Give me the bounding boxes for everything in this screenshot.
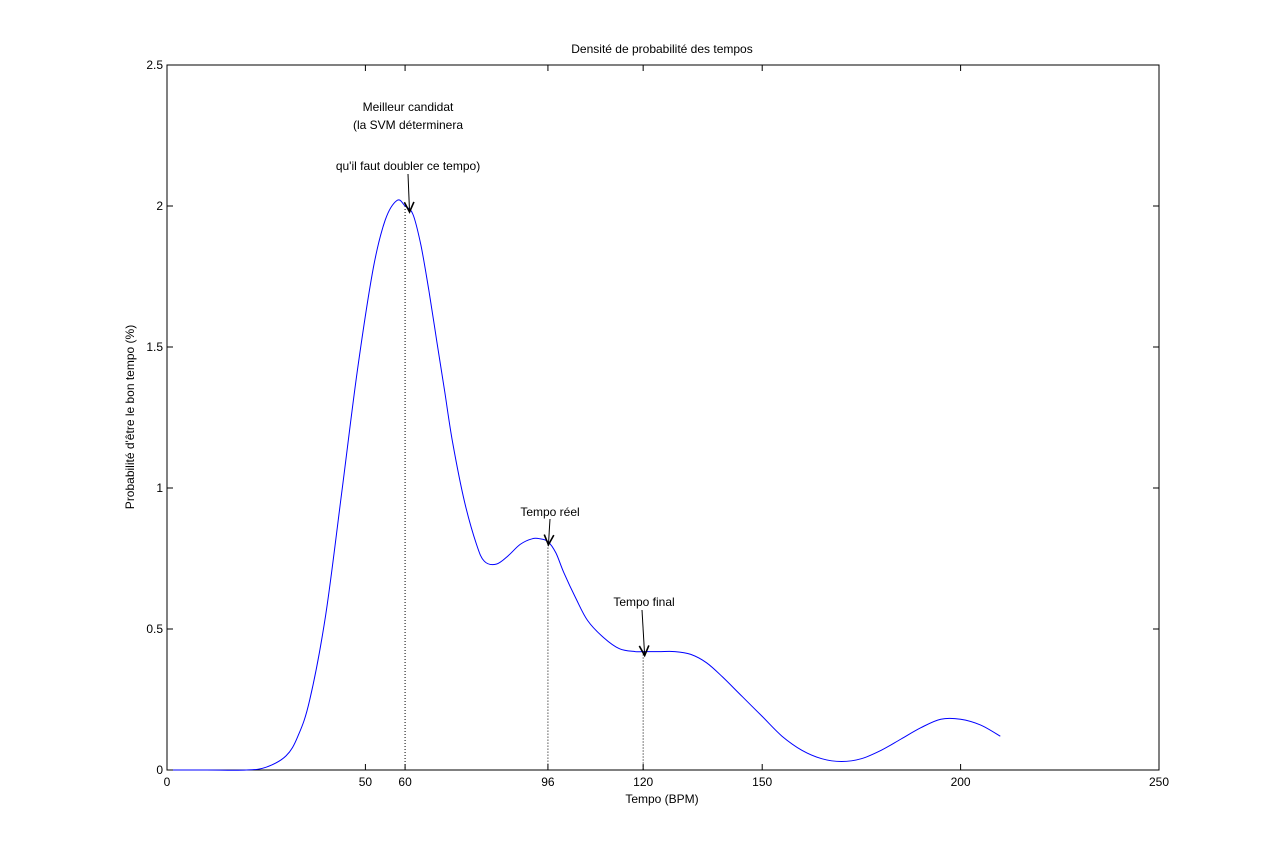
annotation-arrow-head: [543, 534, 555, 547]
density-line: [167, 199, 1001, 771]
annotation-text: Meilleur candidat: [363, 100, 454, 114]
x-tick-label: 120: [633, 775, 653, 789]
series-group: [167, 199, 1001, 771]
x-tick-label: 96: [541, 775, 555, 789]
axes-box: [166, 64, 1160, 771]
y-tick-label: 1.5: [146, 340, 163, 354]
x-tick-label: 200: [951, 775, 971, 789]
annotation-arrow-shaft: [641, 609, 646, 656]
chart-title: Densité de probabilité des tempos: [571, 42, 752, 56]
axis-ticks: 0 50 60 96 120 150 200 250 0 0.5 1 1.5 2 2.5: [146, 58, 1169, 789]
annotation-arrow-head: [638, 645, 650, 658]
y-tick-label: 2.5: [146, 58, 163, 72]
y-axis-label: Probabilité d'être le bon tempo (%): [123, 325, 137, 509]
vertical-markers: [404, 206, 644, 770]
x-tick-label: 150: [752, 775, 772, 789]
y-tick-label: 2: [156, 199, 163, 213]
x-tick-label: 60: [398, 775, 412, 789]
x-axis-label: Tempo (BPM): [625, 792, 698, 806]
annotation-text: (la SVM déterminera: [353, 118, 463, 132]
annotation-text: qu'il faut doubler ce tempo): [336, 159, 480, 173]
plot-area: [166, 64, 1160, 771]
annotation-arrow-shaft: [407, 173, 411, 213]
y-tick-label: 0: [156, 763, 163, 777]
annotation-arrow-shaft: [547, 518, 551, 545]
x-tick-label: 0: [164, 775, 171, 789]
y-tick-label: 1: [156, 481, 163, 495]
annotations: Meilleur candidat (la SVM déterminera qu'i…: [336, 100, 675, 658]
annotation-arrow-head: [403, 201, 415, 214]
annotation-text: Tempo final: [613, 595, 674, 609]
annotation-text: Tempo réel: [520, 505, 579, 519]
y-tick-label: 0.5: [146, 622, 163, 636]
x-tick-label: 50: [359, 775, 373, 789]
x-tick-label: 250: [1149, 775, 1169, 789]
